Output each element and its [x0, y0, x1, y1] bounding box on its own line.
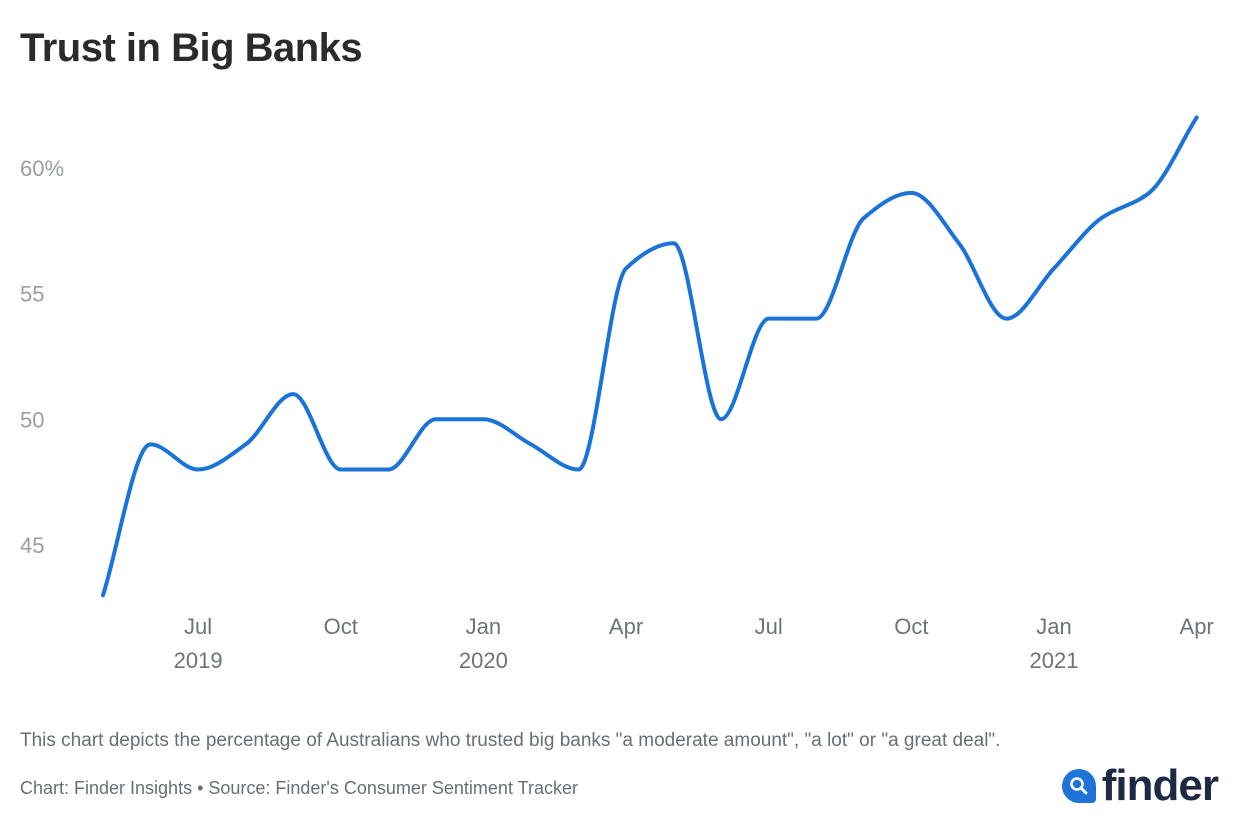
- series-line: [101, 115, 1199, 598]
- x-tick-label: Jul: [755, 614, 783, 639]
- x-tick-year-label: 2019: [174, 648, 223, 673]
- x-tick-label: Apr: [609, 614, 643, 639]
- magnifier-icon: [1061, 769, 1096, 803]
- x-tick-label: Jul: [184, 614, 212, 639]
- series-points: [103, 117, 1197, 595]
- x-tick-label: Jan: [1036, 614, 1071, 639]
- y-tick-label: 50: [20, 407, 44, 432]
- x-tick-year-label: 2020: [459, 648, 508, 673]
- logo-text: finder: [1101, 761, 1219, 810]
- x-axis-ticks: Jul 2019 Oct Jan 2020 Apr Jul Oct Jan 2021 Apr: [174, 614, 1214, 673]
- x-tick-label: Apr: [1180, 614, 1214, 639]
- chart-caption: This chart depicts the percentage of Aus…: [20, 730, 1001, 751]
- y-axis-ticks: 45 50 55 60%: [20, 156, 64, 558]
- x-tick-label: Oct: [894, 614, 928, 639]
- y-tick-label: 55: [20, 282, 44, 307]
- x-tick-label: Jan: [466, 614, 501, 639]
- series-lines: [101, 115, 1199, 598]
- x-tick-year-label: 2021: [1030, 648, 1079, 673]
- y-tick-label: 45: [20, 533, 44, 558]
- chart-title: Trust in Big Banks: [20, 26, 363, 70]
- x-tick-label: Oct: [324, 614, 358, 639]
- finder-logo: finder: [1061, 761, 1219, 810]
- chart-source: Chart: Finder Insights • Source: Finder'…: [20, 778, 578, 798]
- y-tick-label: 60%: [20, 156, 64, 181]
- line-chart: 45 50 55 60% Jul 2019 Oct Jan 2020 Apr Jul Oct Jan 2…: [20, 115, 1214, 673]
